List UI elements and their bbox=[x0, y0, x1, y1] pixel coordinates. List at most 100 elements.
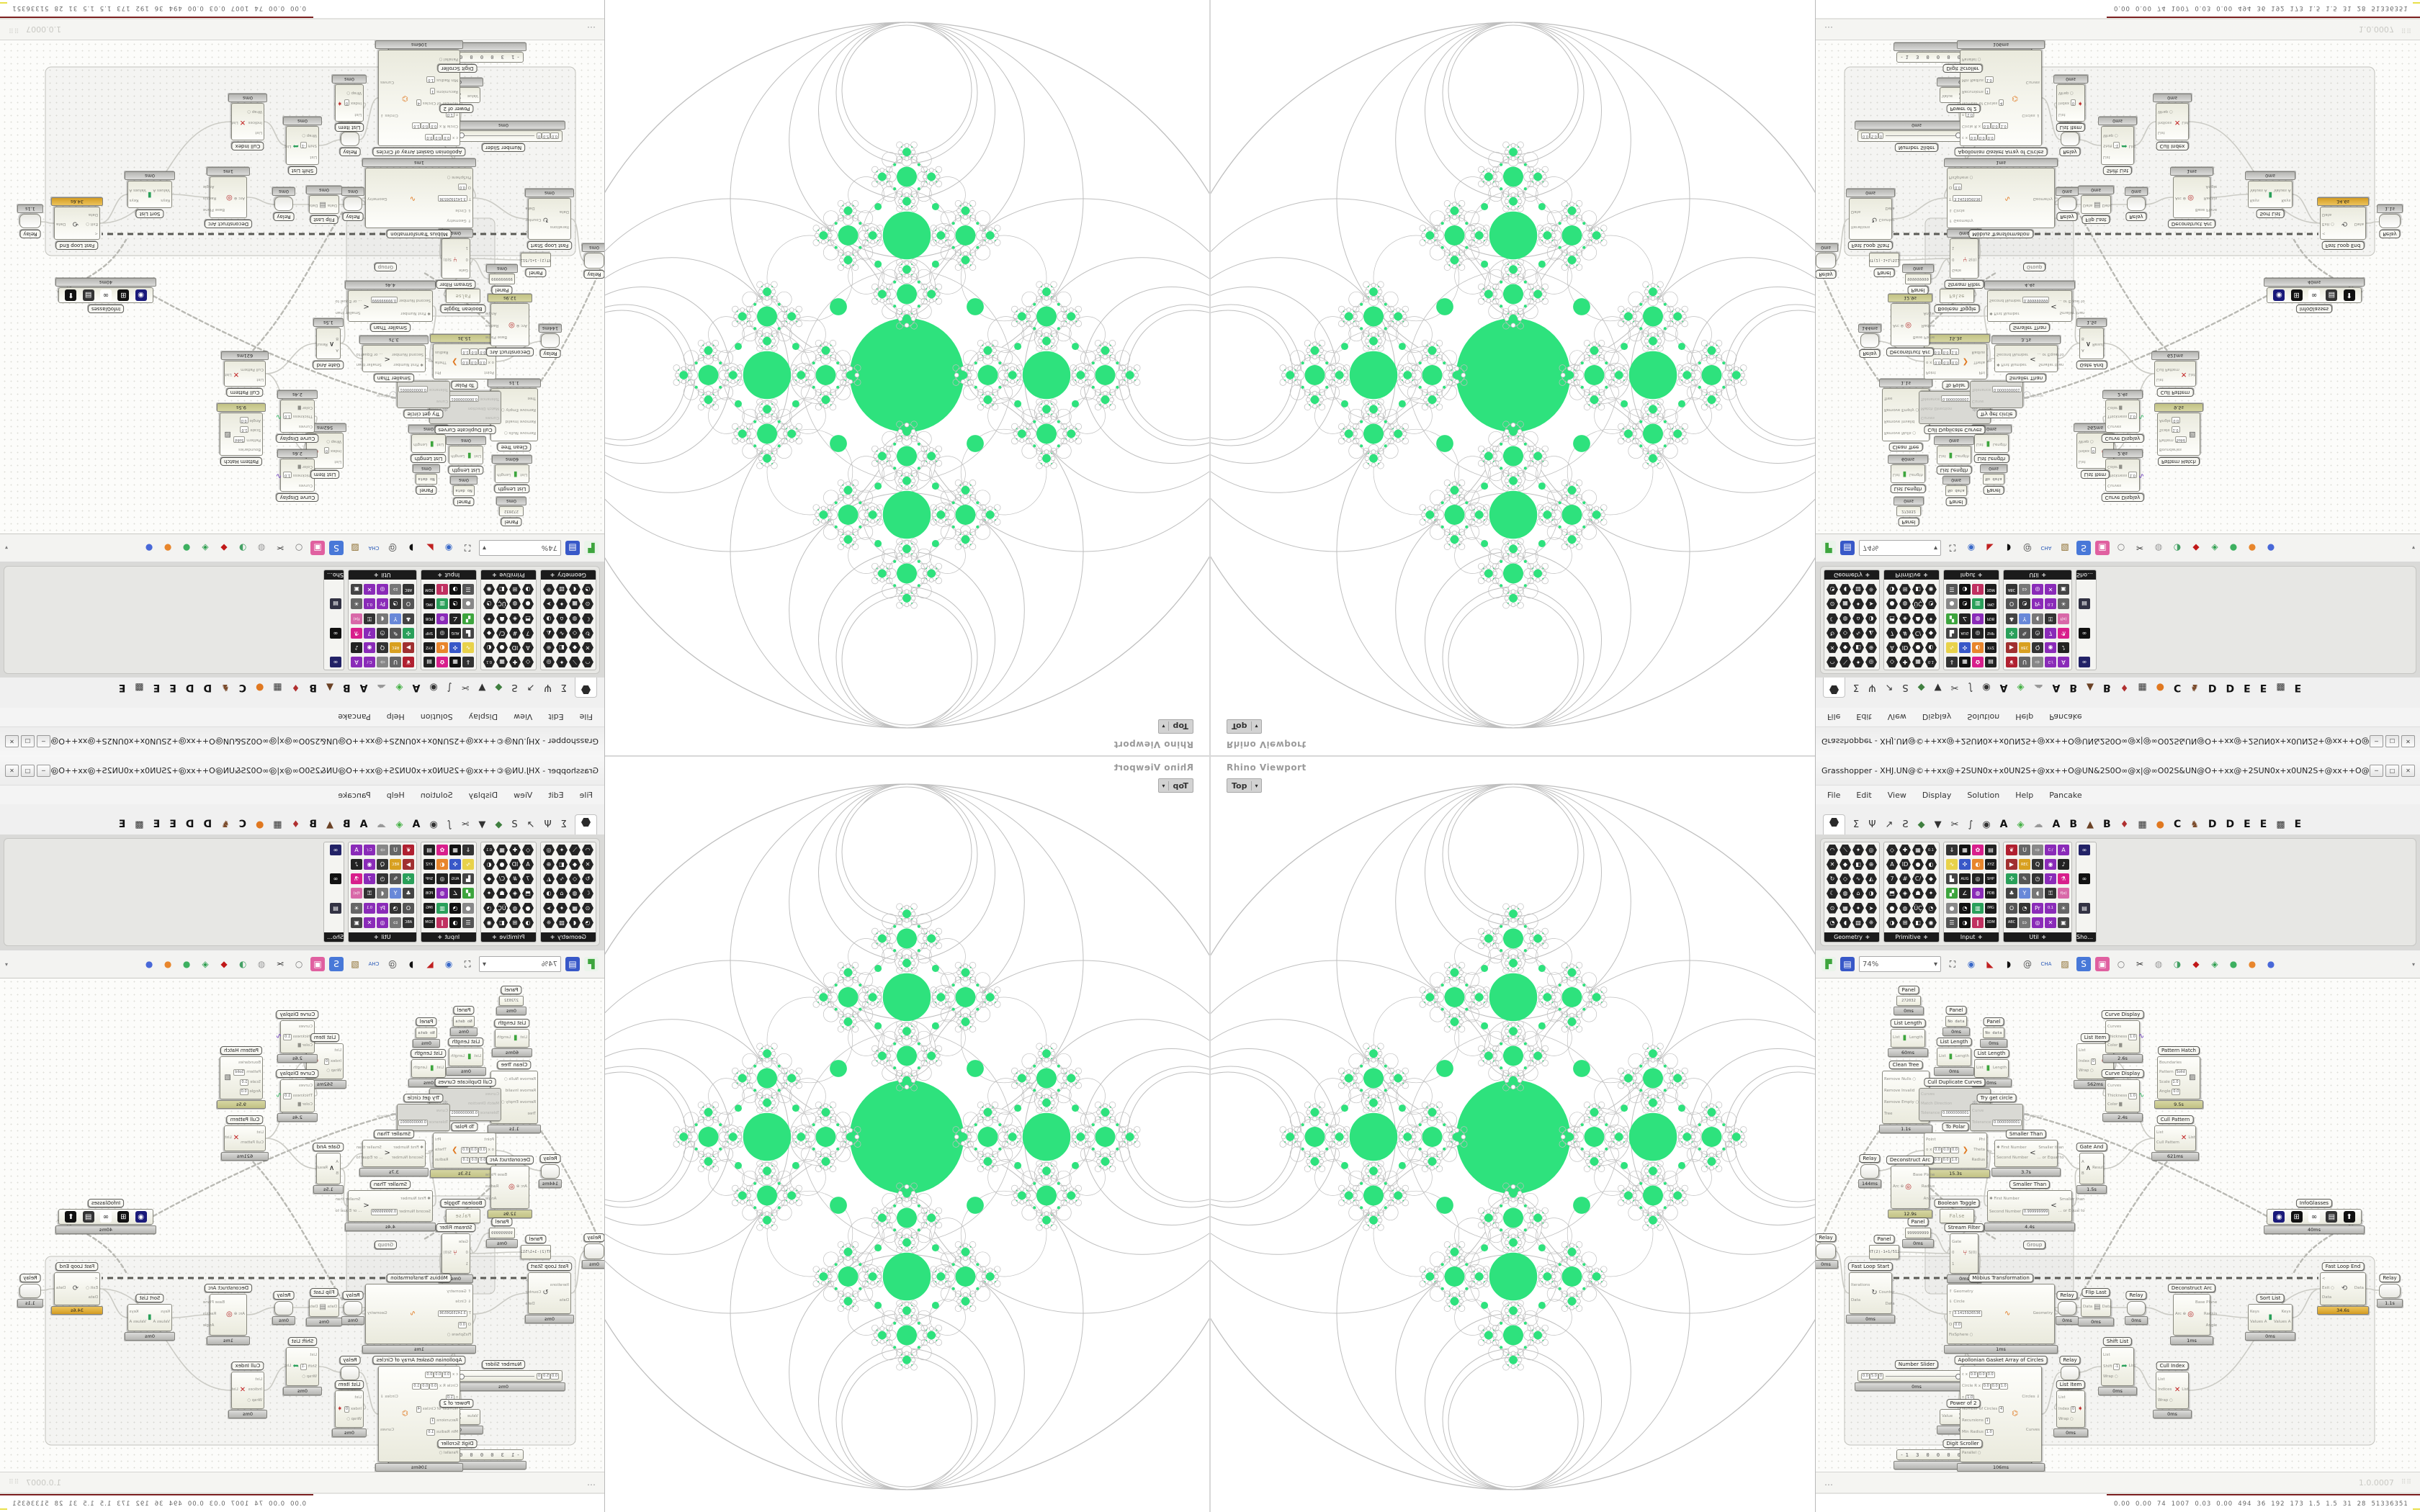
component-icon[interactable]: ◇ bbox=[1886, 657, 1898, 667]
component-icon[interactable]: ◐ bbox=[483, 642, 495, 653]
tab-icon[interactable]: Ψ bbox=[544, 819, 552, 830]
tab-icon[interactable]: Σ bbox=[560, 682, 567, 693]
component-icon[interactable]: ◈ bbox=[1899, 888, 1911, 899]
component-icon[interactable]: A bbox=[522, 859, 534, 870]
component-icon[interactable]: ✕ bbox=[2045, 917, 2056, 928]
component-cullPattern[interactable]: Cull Pattern List Cull Pattern ✕ List 621ms bbox=[221, 351, 269, 397]
component-name-tag[interactable]: Relay bbox=[1816, 1233, 1837, 1242]
component-icon[interactable]: ⚿ bbox=[2045, 888, 2056, 899]
component-name-tag[interactable]: Relay bbox=[342, 212, 364, 221]
component-body[interactable]: Curve Tolerance 0.0000000001 ◯ Circle bbox=[1970, 1104, 2043, 1131]
component-body[interactable]: No data bbox=[416, 474, 437, 485]
menu-view[interactable]: View bbox=[514, 790, 533, 800]
component-name-tag[interactable]: Try get circle bbox=[403, 410, 444, 418]
component-icon[interactable]: ◑ bbox=[1886, 584, 1898, 595]
tab-a[interactable]: A bbox=[1999, 682, 2008, 693]
component-icon[interactable]: ● bbox=[1886, 902, 1898, 914]
component-ll2[interactable]: List Length List ▮ Length 0ms bbox=[446, 436, 486, 474]
component-name-tag[interactable]: Relay bbox=[19, 1274, 41, 1282]
component-name-tag[interactable]: Apollonian Gasket Array of Circles bbox=[372, 1356, 466, 1364]
tab-icon[interactable]: ♦ bbox=[291, 819, 300, 830]
component-icon[interactable]: ♣ bbox=[403, 888, 414, 899]
tab-icon[interactable]: ♦ bbox=[2120, 682, 2129, 693]
component-icon[interactable]: ◍ bbox=[436, 888, 448, 899]
component-icon[interactable]: ♪ bbox=[351, 642, 362, 653]
component-body[interactable]: List ▮ Length bbox=[1891, 1029, 1925, 1048]
component-relay144[interactable]: Relay 144ms bbox=[1858, 1154, 1881, 1188]
component-body[interactable]: No data bbox=[1945, 485, 1967, 496]
infoglasses-icon[interactable]: ▤ bbox=[82, 1211, 94, 1223]
component-name-tag[interactable]: Relay bbox=[2056, 212, 2078, 221]
component-icon[interactable]: ◍ bbox=[1972, 613, 1984, 624]
component-icon[interactable]: REC bbox=[2019, 642, 2030, 653]
component-name-tag[interactable]: Gate And bbox=[2076, 361, 2107, 369]
component-ig[interactable]: InfoGlasses ◉ ⊞ ∞ ▤ ⬆ 40ms bbox=[55, 1199, 156, 1234]
component-panelA[interactable]: Panel 272032 0ms bbox=[1894, 986, 1924, 1015]
component-icon[interactable]: ∿ bbox=[556, 628, 568, 639]
viewport-tab-label[interactable]: Top bbox=[1168, 780, 1193, 791]
component-name-tag[interactable]: Relay bbox=[2379, 1274, 2401, 1282]
component-icon[interactable]: ☗ bbox=[1912, 613, 1924, 624]
draw-attributes-icon[interactable]: ◣ bbox=[426, 959, 434, 969]
component-sf[interactable]: Stream Filter Gate 0 1 ⑂ S(0) 0ms bbox=[1944, 229, 1984, 289]
menu-help[interactable]: Help bbox=[2015, 790, 2034, 800]
component-name-tag[interactable]: List Length bbox=[448, 466, 484, 474]
component-icon[interactable]: ⌂ bbox=[556, 888, 568, 899]
component-icon[interactable]: ∿ bbox=[556, 873, 568, 884]
component-body[interactable]: No data bbox=[453, 1016, 475, 1027]
component-icon[interactable]: O bbox=[403, 598, 414, 610]
component-icon[interactable]: ‖ bbox=[1972, 917, 1984, 928]
component-icon[interactable]: ☾ bbox=[1827, 888, 1838, 899]
component-icon[interactable]: ∿ bbox=[1852, 628, 1864, 639]
component-body[interactable]: Curves Thickness 1.0 Color ▇ ∿ bbox=[276, 459, 315, 492]
component-icon[interactable]: ▙ bbox=[1946, 627, 1958, 639]
panel-group-title[interactable]: Primitive ✚ bbox=[481, 570, 536, 580]
component-body[interactable]: Arc ⊕ ◎ Base Plane Radius Angle bbox=[203, 1294, 247, 1336]
component-body[interactable] bbox=[584, 1243, 604, 1259]
pink-box-icon[interactable]: ▣ bbox=[2095, 957, 2110, 971]
component-body[interactable]: Gate 0 1 ⑂ S(0) bbox=[442, 238, 470, 279]
gem-red-icon[interactable]: ◆ bbox=[220, 543, 228, 553]
component-body[interactable]: Arc ⊕ ◎ Base Plane Radius Angle bbox=[485, 1166, 529, 1209]
component-icon[interactable]: ● bbox=[1946, 902, 1958, 914]
component-ll3[interactable]: List Length List ▮ Length 0ms bbox=[408, 425, 449, 463]
tab-e[interactable]: E bbox=[2294, 682, 2302, 693]
component-icon[interactable]: ❦ bbox=[403, 657, 414, 667]
component-icon[interactable]: ◎ bbox=[2032, 917, 2043, 928]
tab-icon[interactable]: ♞ bbox=[2190, 819, 2199, 830]
maximize-button[interactable]: □ bbox=[2385, 764, 2399, 777]
component-gateAnd[interactable]: Gate And A B ∧ Result 1.5s bbox=[313, 1143, 344, 1194]
component-icon[interactable]: ⚗ bbox=[2058, 873, 2069, 885]
component-cdc[interactable]: Cull Duplicate Curves Curves Match Directi… bbox=[1919, 1078, 1993, 1121]
component-cullIndex[interactable]: Cull Index List Indices Wrap ○ ✕ List 0ms bbox=[228, 94, 267, 150]
component-name-tag[interactable]: Pattern Hatch bbox=[2158, 457, 2200, 466]
component-name-tag[interactable]: To Polar bbox=[451, 381, 478, 390]
tab-icon[interactable]: ◆ bbox=[495, 682, 503, 693]
component-body[interactable] bbox=[2058, 197, 2076, 211]
component-st2[interactable]: Smaller Than ✱ First Number Second Number … bbox=[335, 281, 436, 332]
scissors-icon[interactable]: ✂ bbox=[2136, 543, 2144, 553]
component-ll3[interactable]: List Length List ▮ Length 0ms bbox=[1971, 1049, 2012, 1087]
component-icon[interactable]: ◉ bbox=[1925, 584, 1937, 595]
tab-icon[interactable]: ▼ bbox=[478, 819, 486, 830]
tab-icon[interactable] bbox=[1823, 677, 1845, 698]
component-icon[interactable]: ⊕ bbox=[1865, 642, 1877, 653]
component-body[interactable]: ✱ First Number Second Number < Smaller than… bbox=[1994, 1140, 2063, 1167]
tab-d[interactable]: D bbox=[185, 682, 194, 693]
tab-icon[interactable]: ↗ bbox=[526, 819, 535, 830]
component-icon[interactable]: ∠ bbox=[1959, 613, 1971, 624]
component-icon[interactable]: ⇰ bbox=[390, 584, 401, 595]
component-name-tag[interactable]: List Item bbox=[2080, 470, 2110, 479]
component-name-tag[interactable]: Cull Index bbox=[2156, 1362, 2189, 1370]
component-icon[interactable]: ◧ bbox=[1852, 642, 1864, 653]
component-name-tag[interactable]: Boolean Toggle bbox=[1934, 305, 1980, 313]
component-body[interactable]: Curves Thickness 1.0 Color ▇ ∿ bbox=[2105, 459, 2144, 492]
component-icon[interactable]: ▦ bbox=[569, 903, 581, 914]
component-body[interactable]: No data bbox=[1945, 1016, 1967, 1027]
component-icon[interactable]: ☾ bbox=[582, 888, 593, 899]
component-ph[interactable]: Pattern Hatch Boundaries Pattern Solid Scal… bbox=[2154, 1046, 2203, 1109]
tab-icon[interactable]: ☁ bbox=[377, 682, 387, 693]
tab-icon[interactable]: ✂ bbox=[461, 819, 470, 830]
component-panelC[interactable]: Panel No data 0ms bbox=[1980, 1017, 2007, 1048]
